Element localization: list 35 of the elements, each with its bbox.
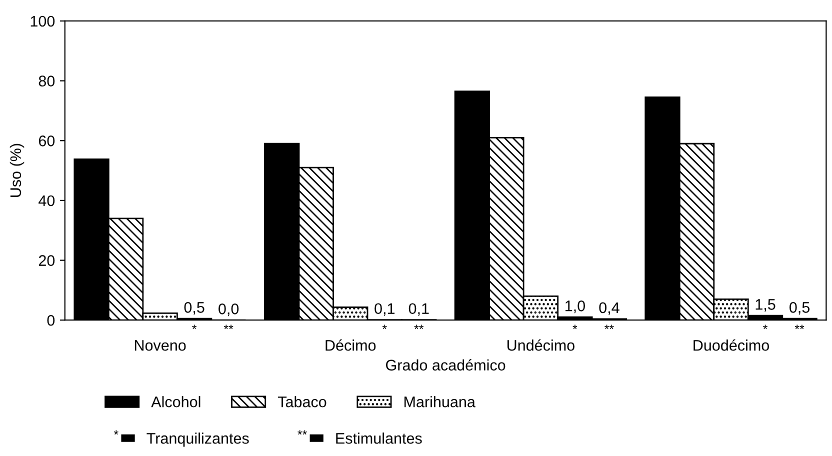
x-tick-label: Noveno	[134, 340, 186, 351]
text: *	[192, 324, 197, 330]
legend-label: Tranquilizantes	[146, 432, 249, 447]
text: **	[414, 324, 424, 330]
y-tick-label: 40	[38, 195, 55, 206]
legend-label: Tabaco	[278, 396, 326, 408]
text: *	[382, 324, 387, 330]
y-tick-label: 80	[38, 76, 55, 86]
text: **	[794, 324, 804, 330]
text: *	[763, 324, 768, 330]
y-tick-label: 0	[47, 314, 55, 326]
data-label: 0,1	[374, 303, 395, 316]
x-axis-title: Grado académico	[386, 359, 506, 371]
text: **	[224, 324, 234, 330]
x-tick-label: Décimo	[326, 339, 376, 351]
text: **	[298, 430, 307, 435]
legend-label: Alcohol	[151, 396, 200, 408]
data-label: 1,0	[566, 300, 585, 314]
data-label: 1,5	[756, 299, 776, 312]
y-tick-label: 60	[38, 136, 55, 146]
y-tick-label: 100	[30, 16, 55, 27]
data-label: 0,4	[599, 302, 620, 315]
data-label: 0,5	[184, 302, 204, 315]
x-tick-label: Undécimo	[507, 339, 574, 351]
text: **	[604, 324, 614, 330]
legend-label: Estimulantes	[336, 432, 422, 444]
data-label: 0,1	[408, 303, 429, 316]
x-tick-label: Duodécimo	[694, 339, 770, 351]
data-label: 0,5	[790, 302, 810, 315]
data-label: 0,0	[218, 303, 239, 316]
text: *	[572, 324, 578, 330]
text: *	[114, 430, 118, 435]
legend-label: Marihuana	[404, 396, 476, 408]
y-axis-title: Uso (%)	[10, 144, 24, 197]
y-tick-label: 20	[38, 255, 55, 266]
